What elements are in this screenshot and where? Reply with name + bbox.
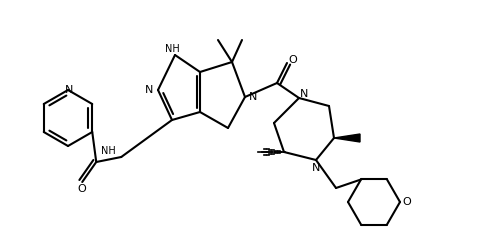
Text: N: N (249, 92, 257, 102)
Text: N: N (300, 89, 308, 99)
Text: NH: NH (165, 44, 180, 54)
Text: NH: NH (101, 146, 116, 156)
Text: N: N (145, 85, 153, 95)
Text: N: N (65, 85, 73, 95)
Polygon shape (334, 134, 360, 142)
Text: N: N (312, 163, 320, 173)
Text: O: O (403, 197, 411, 207)
Text: O: O (78, 184, 87, 194)
Text: O: O (289, 55, 298, 65)
